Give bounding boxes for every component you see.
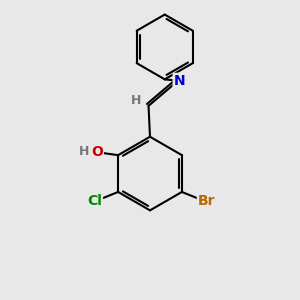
Text: N: N: [174, 74, 185, 88]
Text: H: H: [131, 94, 141, 107]
Text: Br: Br: [198, 194, 215, 208]
Text: H: H: [80, 145, 90, 158]
Text: O: O: [91, 145, 103, 159]
Text: Cl: Cl: [87, 194, 102, 208]
